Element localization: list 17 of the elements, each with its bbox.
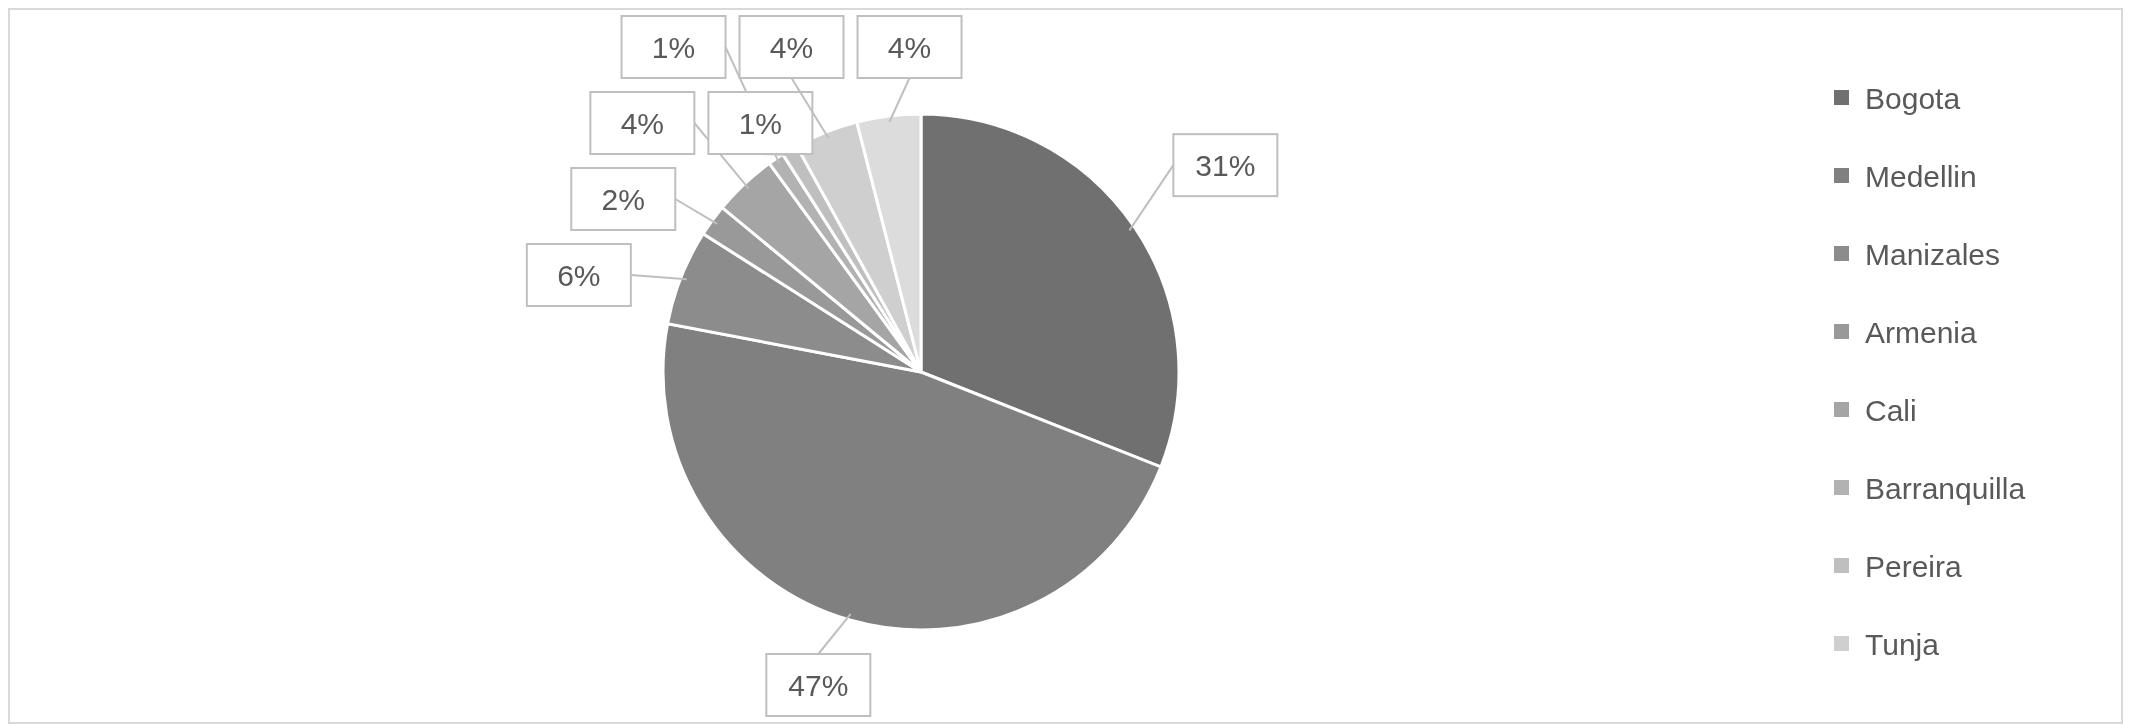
data-label: 47%	[788, 668, 849, 702]
legend-label: Armenia	[1865, 315, 1978, 349]
legend-label: Tunja	[1865, 627, 1940, 661]
data-label: 1%	[651, 30, 696, 64]
legend-label: Medellin	[1865, 159, 1977, 193]
data-label: 4%	[769, 30, 814, 64]
legend-label: Pereira	[1865, 549, 1963, 583]
legend-label: Bogota	[1865, 81, 1961, 115]
data-label: 4%	[887, 30, 932, 64]
data-label: 2%	[601, 182, 645, 216]
data-label: 6%	[557, 258, 601, 292]
data-label: 4%	[620, 106, 665, 140]
data-label: 1%	[738, 106, 783, 140]
legend-label: Manizales	[1865, 237, 2001, 271]
data-label: 31%	[1195, 148, 1256, 182]
legend-label: Cali	[1865, 393, 1917, 427]
legend-label: Barranquilla	[1865, 471, 2026, 505]
